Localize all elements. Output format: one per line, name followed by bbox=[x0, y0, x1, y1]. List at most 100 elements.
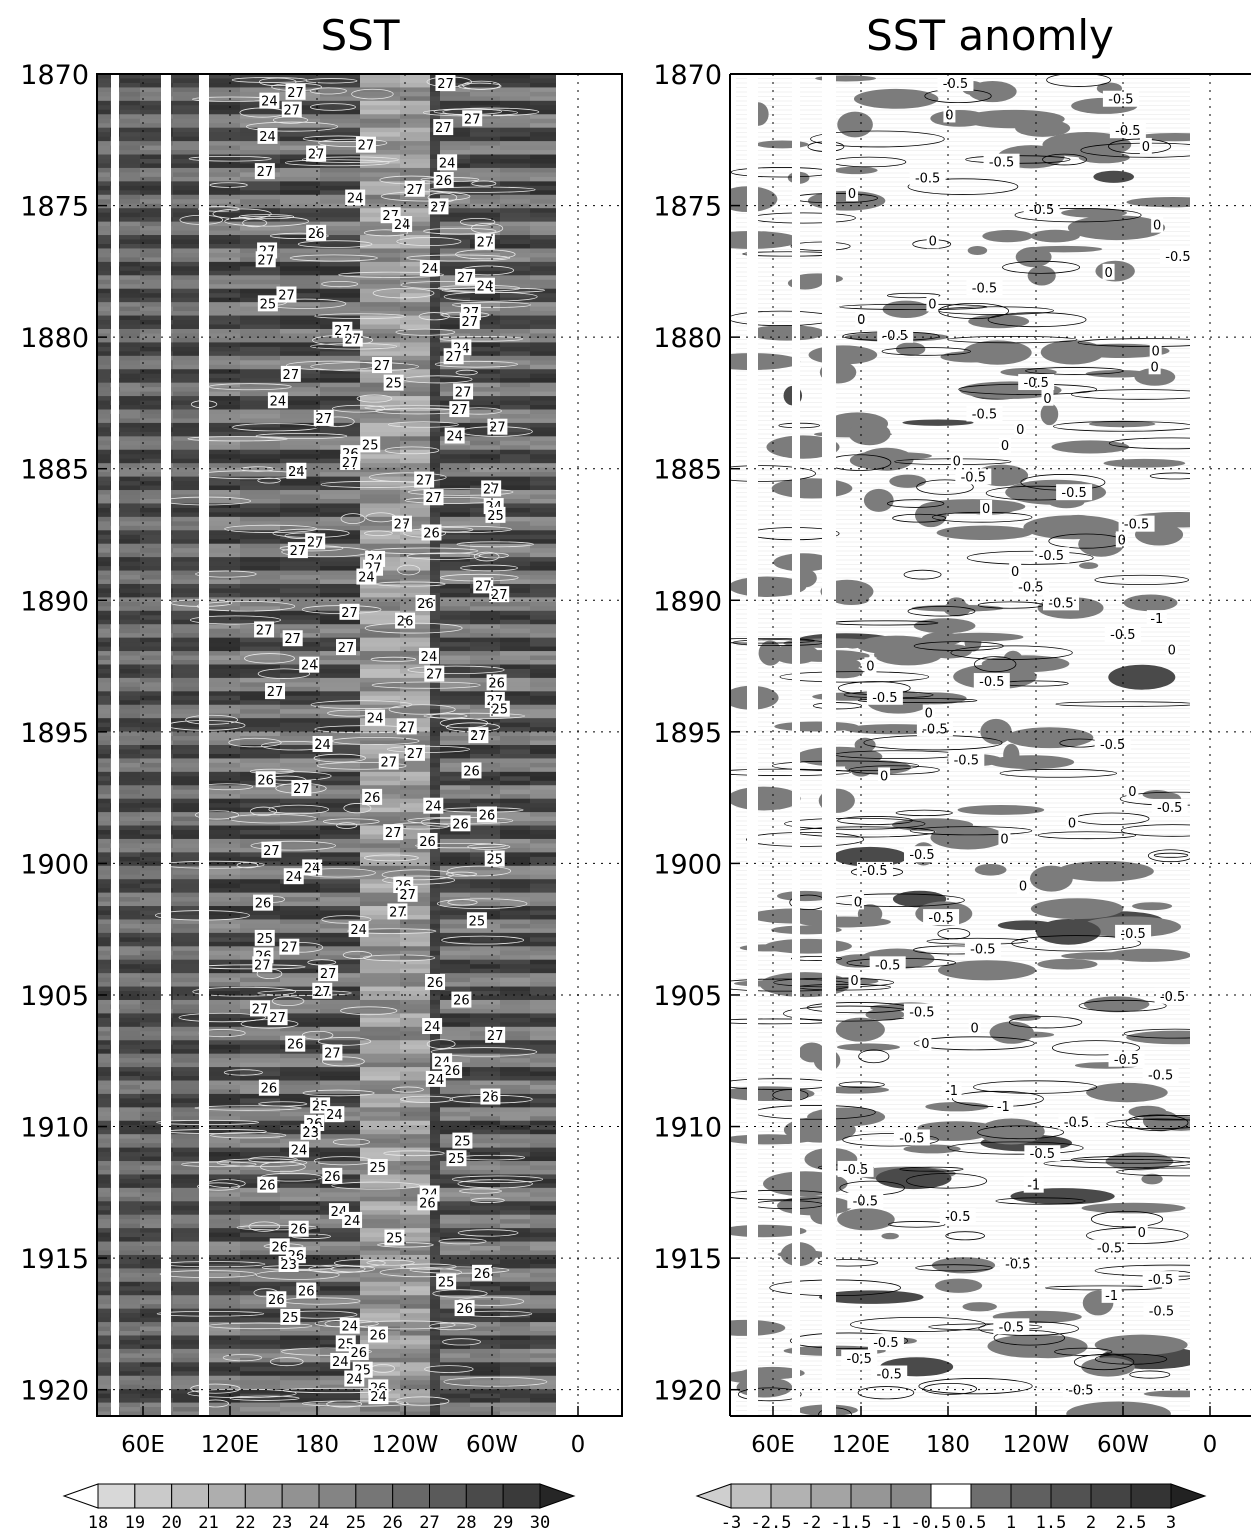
sst-cell bbox=[320, 123, 360, 129]
sst-cell bbox=[320, 1022, 360, 1028]
sst-cell bbox=[470, 1156, 500, 1162]
sst-cell bbox=[470, 959, 500, 965]
sst-cell bbox=[173, 1277, 200, 1283]
sst-cell bbox=[140, 1246, 162, 1252]
sst-cell bbox=[430, 396, 440, 402]
sst-cell bbox=[530, 485, 556, 491]
sst-cell bbox=[140, 123, 162, 129]
sst-cell bbox=[280, 400, 320, 406]
sst-cell bbox=[173, 928, 200, 934]
sst-cell bbox=[208, 96, 240, 102]
sst-cell bbox=[400, 288, 430, 294]
sst-cell bbox=[400, 968, 430, 974]
sst-cell bbox=[240, 601, 280, 607]
sst-cell bbox=[470, 986, 500, 992]
sst-cell bbox=[500, 1205, 530, 1211]
sst-cell bbox=[120, 123, 140, 129]
sst-cell bbox=[320, 677, 360, 683]
sst-cell bbox=[440, 615, 470, 621]
sst-cell bbox=[320, 369, 360, 375]
sst-cell bbox=[97, 1277, 110, 1283]
sst-cell bbox=[120, 248, 140, 254]
sst-cell bbox=[120, 606, 140, 612]
sst-cell bbox=[120, 445, 140, 451]
sst-cell bbox=[400, 583, 430, 590]
sst-cell bbox=[530, 1134, 556, 1140]
sst-cell bbox=[530, 373, 556, 379]
sst-cell bbox=[500, 1201, 530, 1207]
sst-cell bbox=[173, 494, 200, 500]
sst-cell bbox=[360, 673, 400, 679]
sst-cell bbox=[430, 239, 440, 245]
sst-cell bbox=[173, 879, 200, 885]
sst-cell bbox=[97, 1299, 110, 1305]
sst-cell bbox=[470, 1080, 500, 1086]
sst-cell bbox=[500, 507, 530, 513]
sst-cell bbox=[500, 136, 530, 142]
sst-cell bbox=[440, 633, 470, 639]
sst-cell bbox=[470, 713, 500, 719]
sst-cell bbox=[320, 803, 360, 809]
sst-cell bbox=[500, 624, 530, 630]
sst-cell bbox=[400, 660, 430, 666]
sst-cell bbox=[530, 588, 556, 594]
sst-cell bbox=[97, 575, 110, 581]
sst-cell bbox=[120, 843, 140, 849]
sst-cell bbox=[500, 1281, 530, 1287]
sst-cell bbox=[530, 127, 556, 133]
sst-cell bbox=[500, 709, 530, 715]
sst-cell bbox=[173, 1111, 200, 1117]
sst-cell bbox=[530, 235, 556, 241]
sst-cell bbox=[400, 306, 430, 312]
sst-cell bbox=[140, 1192, 162, 1198]
sst-cell bbox=[500, 897, 530, 903]
sst-cell bbox=[120, 490, 140, 496]
sst-cell bbox=[97, 1076, 110, 1082]
sst-cell bbox=[208, 418, 240, 424]
sst-cell bbox=[140, 1210, 162, 1216]
sst-cell bbox=[208, 762, 240, 768]
sst-cell bbox=[430, 999, 440, 1006]
sst-cell bbox=[97, 235, 110, 241]
sst-cell bbox=[208, 812, 240, 818]
sst-cell bbox=[360, 1268, 400, 1274]
sst-cell bbox=[400, 346, 430, 352]
sst-cell bbox=[208, 999, 240, 1006]
sst-cell bbox=[97, 794, 110, 800]
sst-cell bbox=[470, 306, 500, 312]
sst-cell bbox=[360, 485, 400, 491]
sst-cell bbox=[400, 118, 430, 124]
sst-cell bbox=[280, 821, 320, 827]
sst-cell bbox=[280, 346, 320, 352]
sst-cell bbox=[440, 628, 470, 634]
sst-cell bbox=[360, 695, 400, 701]
sst-cell bbox=[120, 825, 140, 831]
sst-cell bbox=[400, 803, 430, 809]
sst-cell bbox=[280, 651, 320, 657]
sst-cell bbox=[97, 167, 110, 174]
sst-cell bbox=[360, 664, 400, 670]
sst-cell bbox=[500, 454, 530, 460]
sst-cell bbox=[360, 941, 400, 947]
sst-cell bbox=[120, 829, 140, 836]
sst-cell bbox=[360, 472, 400, 478]
sst-cell bbox=[400, 1044, 430, 1050]
sst-cell bbox=[530, 105, 556, 111]
sst-cell bbox=[280, 396, 320, 402]
sst-cell bbox=[500, 266, 530, 272]
sst-cell bbox=[140, 1241, 162, 1247]
sst-cell bbox=[360, 619, 400, 625]
sst-cell bbox=[120, 1125, 140, 1131]
sst-cell bbox=[97, 767, 110, 773]
sst-cell bbox=[470, 463, 500, 469]
sst-cell bbox=[400, 1058, 430, 1064]
sst-cell bbox=[530, 284, 556, 290]
sst-cell bbox=[280, 937, 320, 943]
sst-cell bbox=[97, 1062, 110, 1068]
sst-cell bbox=[120, 543, 140, 549]
sst-cell bbox=[173, 123, 200, 129]
sst-cell bbox=[360, 861, 400, 867]
sst-cell bbox=[400, 704, 430, 710]
sst-cell bbox=[280, 910, 320, 916]
sst-cell bbox=[120, 481, 140, 487]
